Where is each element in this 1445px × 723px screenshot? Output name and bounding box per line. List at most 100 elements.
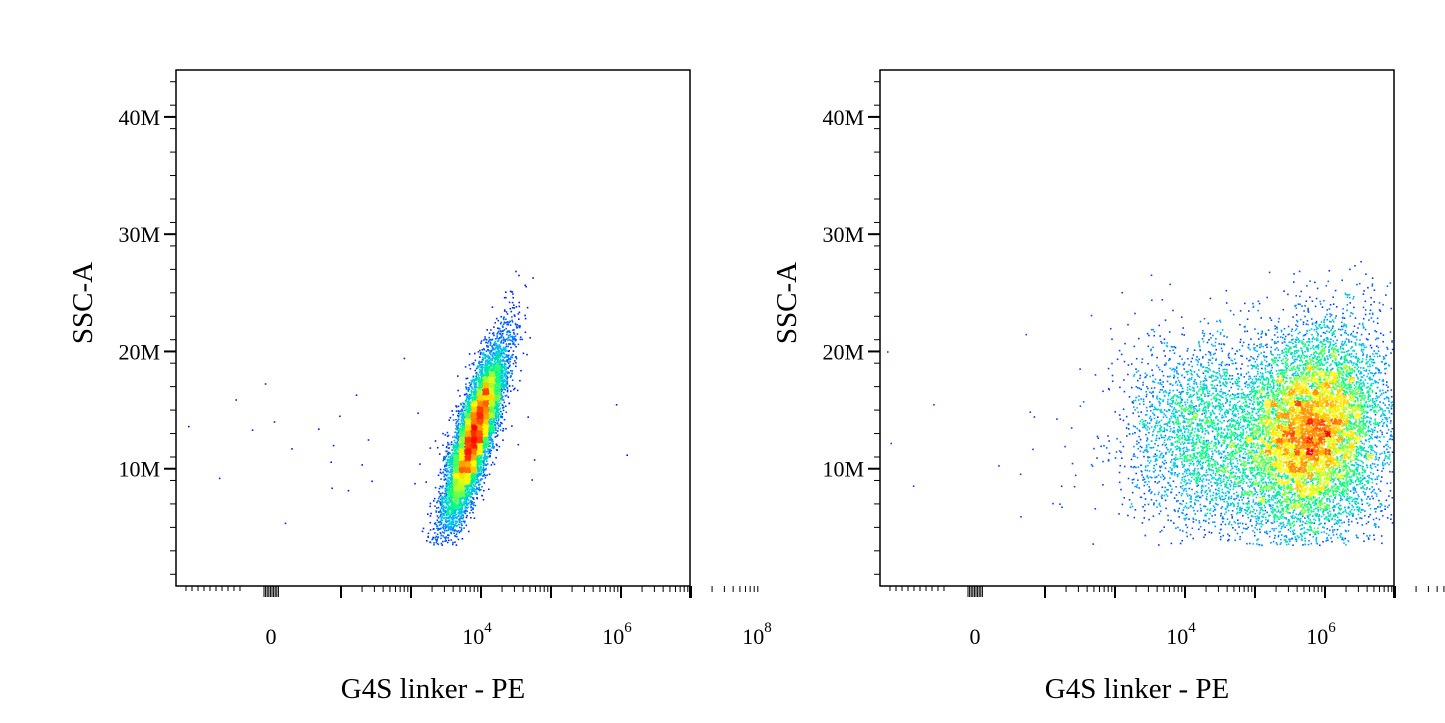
event-point [494,401,497,403]
event-point [429,521,432,524]
event-point [441,496,444,498]
event-point [462,516,465,518]
event-point [457,538,460,541]
event-point [470,509,473,511]
event-point [454,541,456,543]
event-point [463,512,466,514]
event-point [429,515,432,517]
event-point [482,379,485,381]
event-point [500,315,502,318]
event-point [441,492,443,495]
event-point [488,339,491,341]
event-point [508,336,510,339]
event-point [505,318,507,320]
event-point [509,364,511,367]
event-point [475,375,477,377]
event-point [508,402,510,405]
event-point [447,504,450,507]
event-point [443,517,445,519]
event-point [465,377,468,380]
event-point [493,432,496,434]
event-point [512,353,514,356]
event-point [515,365,517,368]
event-point [505,346,507,349]
event-point [473,485,476,488]
event-point [443,506,446,508]
event-point [501,339,503,342]
event-point [437,536,440,538]
event-point [524,331,527,334]
event-point [506,380,509,382]
event-point [503,360,506,363]
event-point [477,373,480,376]
event-point [489,406,492,409]
event-point [437,474,440,477]
event-point [465,524,468,527]
event-point [455,504,457,506]
event-point [442,510,444,512]
event-point [493,348,496,351]
event-point [448,517,450,520]
event-point [474,403,477,406]
event-point [442,535,444,537]
event-point [473,363,475,366]
event-point [475,480,478,483]
event-point [442,540,444,543]
event-point [514,315,516,317]
event-point [447,517,449,519]
event-point [503,296,506,299]
event-point [507,361,509,363]
event-point [444,490,447,492]
event-point [464,405,466,408]
event-point [486,439,488,441]
event-point [480,488,482,491]
event-point [457,418,460,421]
event-point [448,447,451,449]
event-point [516,333,519,335]
event-point [445,516,447,519]
event-point [480,366,482,368]
event-point [455,410,458,412]
event-point [495,456,497,459]
event-point [518,305,521,308]
event-point [485,359,487,362]
event-point [499,402,502,404]
event-point [453,495,456,497]
event-point [467,492,470,494]
event-point [472,498,475,500]
event-point [502,323,505,325]
event-point [482,498,485,501]
event-point [503,357,505,359]
event-point [464,409,466,412]
event-point [471,362,473,365]
event-point [458,523,460,526]
event-point [458,422,460,425]
event-point [490,420,493,423]
event-point [520,369,522,372]
event-point [506,313,509,315]
event-point [487,363,489,365]
event-point [490,464,493,466]
event-point [485,350,488,352]
event-point [457,375,459,377]
event-point [470,517,472,519]
event-point [498,353,501,355]
event-point [495,419,498,422]
event-point [509,333,512,336]
event-point [481,453,484,455]
event-point [503,350,506,352]
event-point [494,407,496,410]
event-point [443,498,445,501]
event-point [498,403,500,405]
event-point [478,362,481,365]
event-point [484,474,487,477]
event-point [479,386,482,389]
event-point [506,383,509,385]
event-point [437,529,439,531]
event-point [481,478,484,480]
event-point [485,341,487,344]
event-point [480,364,482,366]
event-point [437,517,440,519]
event-point [466,396,468,398]
event-point [513,304,515,306]
